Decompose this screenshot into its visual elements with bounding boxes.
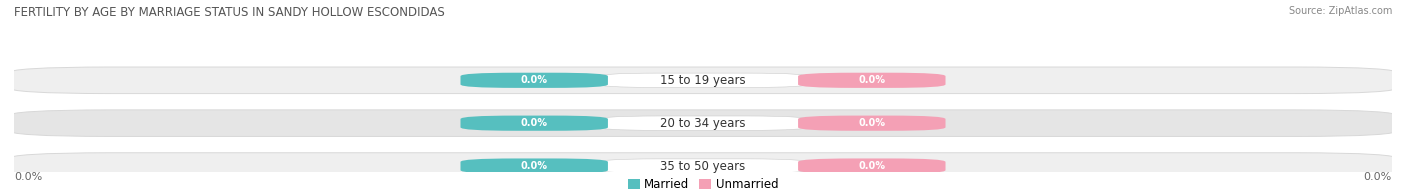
Text: 35 to 50 years: 35 to 50 years xyxy=(661,160,745,172)
FancyBboxPatch shape xyxy=(461,73,607,88)
FancyBboxPatch shape xyxy=(596,116,810,130)
Text: 0.0%: 0.0% xyxy=(14,172,42,182)
FancyBboxPatch shape xyxy=(799,73,945,88)
Text: 0.0%: 0.0% xyxy=(520,118,548,128)
Text: 0.0%: 0.0% xyxy=(520,75,548,85)
Text: 0.0%: 0.0% xyxy=(1364,172,1392,182)
Text: Source: ZipAtlas.com: Source: ZipAtlas.com xyxy=(1288,6,1392,16)
FancyBboxPatch shape xyxy=(7,153,1399,179)
FancyBboxPatch shape xyxy=(7,110,1399,136)
Text: 0.0%: 0.0% xyxy=(858,118,886,128)
Legend: Married, Unmarried: Married, Unmarried xyxy=(628,178,778,191)
Text: 0.0%: 0.0% xyxy=(520,161,548,171)
FancyBboxPatch shape xyxy=(799,116,945,131)
Text: 20 to 34 years: 20 to 34 years xyxy=(661,117,745,130)
FancyBboxPatch shape xyxy=(596,159,810,173)
FancyBboxPatch shape xyxy=(7,67,1399,94)
Text: FERTILITY BY AGE BY MARRIAGE STATUS IN SANDY HOLLOW ESCONDIDAS: FERTILITY BY AGE BY MARRIAGE STATUS IN S… xyxy=(14,6,444,19)
FancyBboxPatch shape xyxy=(461,116,607,131)
Text: 0.0%: 0.0% xyxy=(858,75,886,85)
FancyBboxPatch shape xyxy=(799,158,945,174)
Text: 0.0%: 0.0% xyxy=(858,161,886,171)
FancyBboxPatch shape xyxy=(596,73,810,87)
FancyBboxPatch shape xyxy=(461,158,607,174)
Text: 15 to 19 years: 15 to 19 years xyxy=(661,74,745,87)
